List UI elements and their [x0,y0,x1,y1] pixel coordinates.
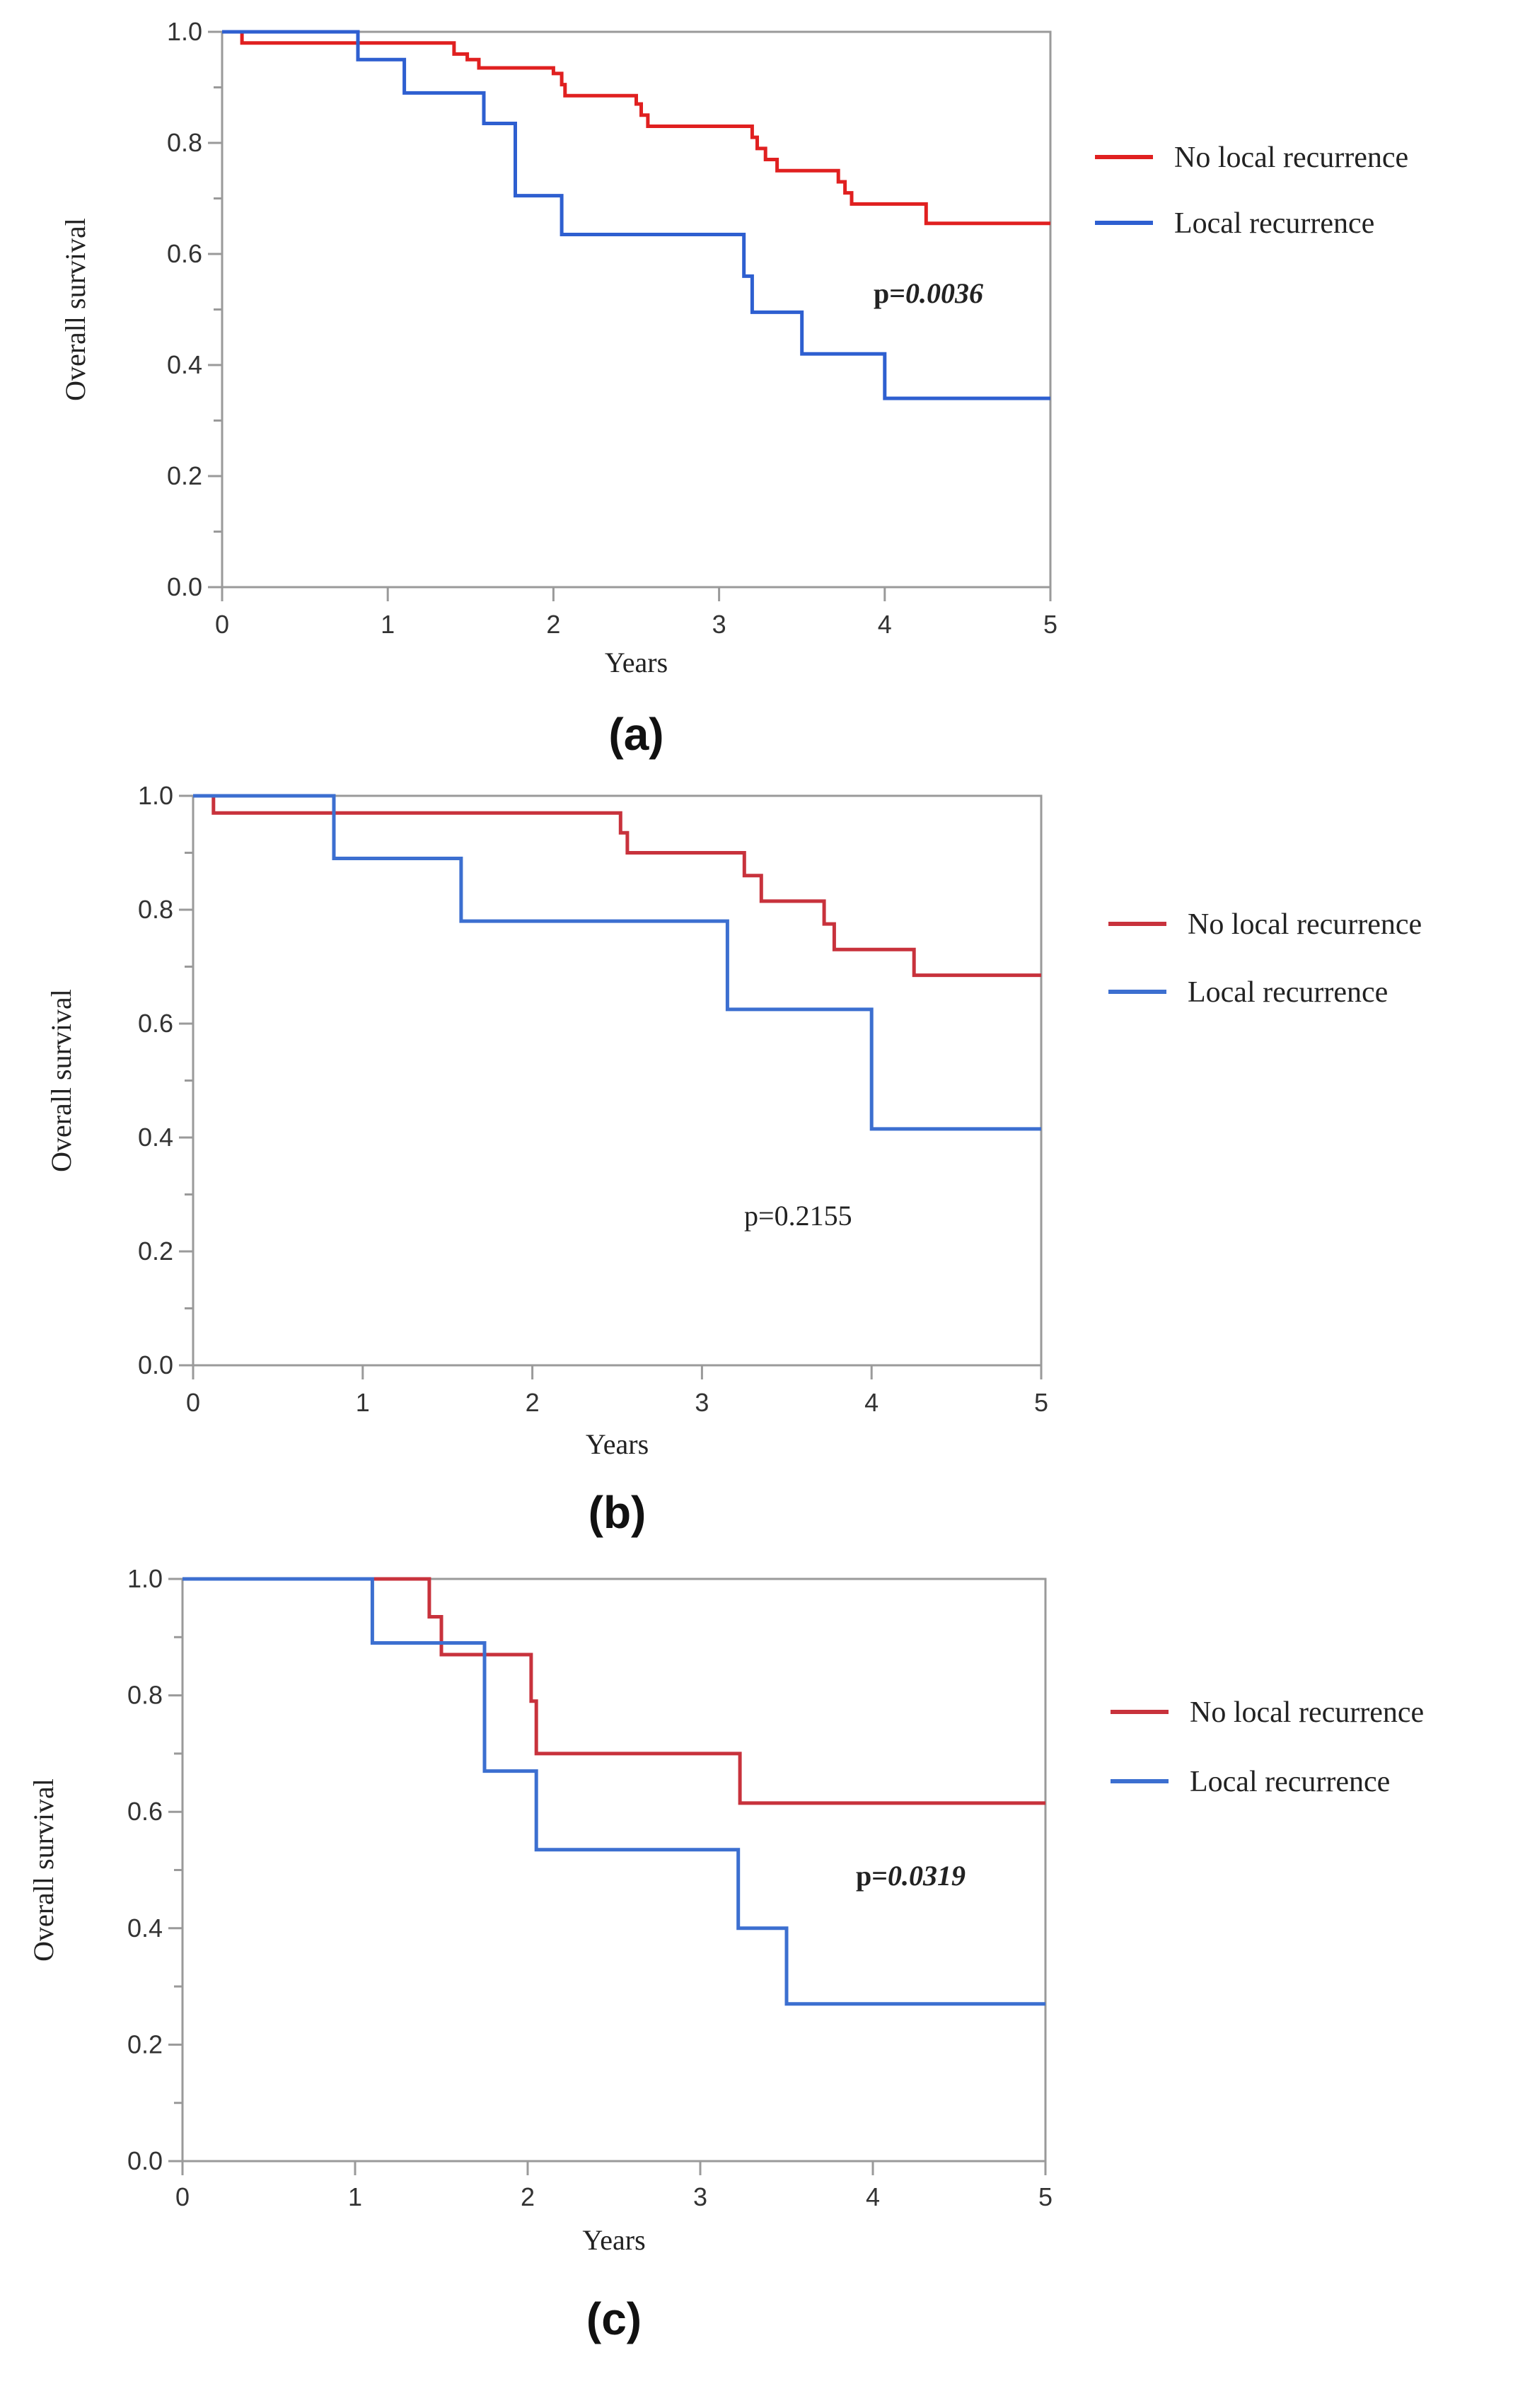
series-line-local-recurrence [193,794,1041,1131]
y-axis-title: Overall survival [45,989,77,1172]
y-tick-label: 0.8 [167,128,202,157]
y-tick-label: 0.2 [127,2030,163,2059]
x-tick-label: 0 [186,1388,200,1417]
p-value-number: 0.0036 [905,277,983,309]
legend-label-no-local-recurrence: No local recurrence [1190,1696,1424,1729]
x-tick-label: 0 [215,610,229,639]
x-tick-label: 3 [693,2182,707,2211]
p-value-number: 0.0319 [888,1860,966,1892]
x-tick-label: 2 [546,610,560,639]
panel-label: (b) [589,1487,647,1538]
panel-b-chart: 0.0 0.2 0.4 0.6 0.8 1.0 0 1 2 3 4 5 Years Overall sur… [45,781,1422,1538]
x-axis-title: Years [586,1428,649,1460]
p-value-annotation: p=0.0319 [856,1860,966,1892]
p-value-prefix: p= [874,277,905,309]
x-axis-title: Years [605,647,668,678]
y-tick-label: 1.0 [138,781,173,810]
x-tick-label: 2 [521,2182,535,2211]
legend-label-local-recurrence: Local recurrence [1188,976,1388,1009]
p-value-number: 0.2155 [775,1200,852,1232]
y-tick-label: 0.2 [138,1237,173,1266]
legend-label-no-local-recurrence: No local recurrence [1174,141,1408,174]
panel-label: (a) [608,709,663,760]
y-tick-label: 0.6 [127,1797,163,1826]
panel-label: (c) [586,2293,642,2344]
legend-label-local-recurrence: Local recurrence [1190,1766,1390,1798]
legend-label-no-local-recurrence: No local recurrence [1188,908,1422,941]
x-tick-label: 4 [864,1388,879,1417]
y-tick-label: 0.8 [138,895,173,924]
x-tick-label: 4 [878,610,892,639]
series-line-no-local-recurrence [182,1577,1045,1805]
x-tick-label: 1 [356,1388,370,1417]
y-tick-label: 0.2 [167,461,202,490]
legend-label-local-recurrence: Local recurrence [1174,207,1374,240]
y-tick-label: 0.4 [167,350,202,379]
p-value-annotation: p=0.2155 [744,1200,852,1232]
y-tick-label: 1.0 [127,1564,163,1593]
x-tick-label: 1 [381,610,395,639]
y-tick-label: 0.0 [138,1350,173,1379]
y-tick-label: 0.4 [127,1914,163,1943]
series-line-local-recurrence [222,30,1050,400]
x-tick-label: 4 [866,2182,880,2211]
x-tick-label: 3 [695,1388,709,1417]
x-tick-label: 5 [1043,610,1057,639]
series-line-no-local-recurrence [222,30,1050,226]
y-tick-label: 0.6 [138,1009,173,1038]
y-tick-label: 0.0 [167,572,202,601]
x-axis-title: Years [582,2224,645,2256]
p-value-prefix: p= [744,1200,775,1232]
panel-a-chart: 0.0 0.2 0.4 0.6 0.8 1.0 0 1 2 3 4 5 Years Overall sur… [59,17,1408,760]
x-tick-label: 5 [1034,1388,1048,1417]
plot-frame [192,794,1043,1367]
p-value-annotation: p=0.0036 [874,277,983,309]
y-tick-label: 1.0 [167,17,202,46]
x-tick-label: 5 [1038,2182,1053,2211]
y-tick-label: 0.6 [167,239,202,268]
y-axis-title: Overall survival [28,1778,59,1962]
series-line-local-recurrence [182,1577,1045,2006]
x-tick-label: 2 [526,1388,540,1417]
x-tick-label: 3 [712,610,726,639]
y-tick-label: 0.4 [138,1123,173,1152]
y-axis-title: Overall survival [59,218,91,401]
y-tick-label: 0.0 [127,2146,163,2175]
panel-c-chart: 0.0 0.2 0.4 0.6 0.8 1.0 0 1 2 3 4 5 Years Overall sur… [28,1564,1424,2344]
x-tick-label: 0 [175,2182,190,2211]
y-tick-label: 0.8 [127,1681,163,1710]
x-tick-label: 1 [348,2182,362,2211]
series-line-no-local-recurrence [193,794,1041,978]
p-value-prefix: p= [856,1860,888,1892]
plot-frame [221,30,1052,589]
